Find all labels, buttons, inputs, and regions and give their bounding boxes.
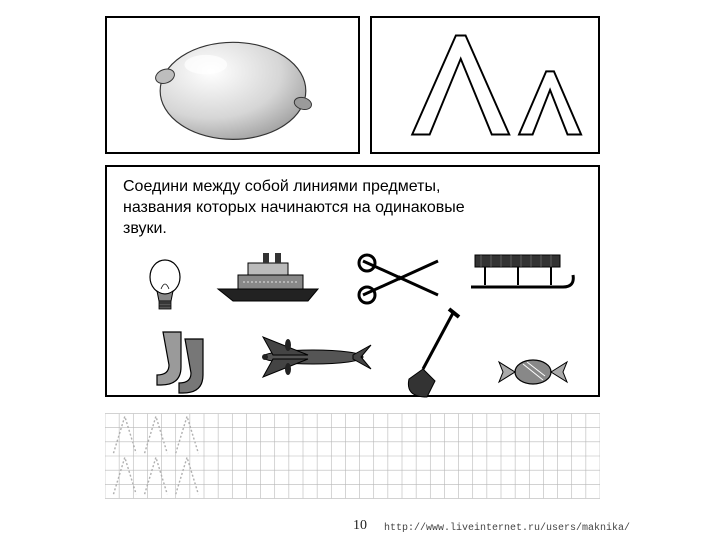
airplane-icon: [253, 327, 373, 387]
item-candy: [493, 352, 573, 392]
item-airplane: [253, 327, 373, 387]
item-sled: [463, 247, 578, 297]
item-scissors: [353, 253, 448, 308]
instruction-line-3: звуки.: [123, 220, 167, 237]
instruction-line-1: Соедини между собой линиями предметы,: [123, 178, 440, 195]
scissors-icon: [353, 253, 448, 308]
letter-outlines: [372, 18, 598, 152]
panel-illustration: [105, 16, 360, 154]
item-lightbulb: [145, 259, 185, 314]
boots-icon: [151, 327, 221, 397]
ship-icon: [213, 249, 323, 304]
lightbulb-icon: [145, 259, 185, 314]
task-items-area: [123, 247, 582, 407]
writing-grid: [105, 410, 600, 502]
candy-icon: [493, 352, 573, 392]
writing-grid-panel: [105, 410, 600, 502]
panel-letters: [370, 16, 600, 154]
task-panel: Соедини между собой линиями предметы, на…: [105, 165, 600, 397]
item-boots: [151, 327, 221, 397]
instruction-line-2: названия которых начинаются на одинаковы…: [123, 199, 465, 216]
worksheet-page: Соедини между собой линиями предметы, на…: [0, 0, 720, 540]
item-shovel: [405, 307, 467, 402]
sled-icon: [463, 247, 578, 297]
shovel-icon: [405, 307, 467, 402]
watermark-url: http://www.liveinternet.ru/users/maknika…: [384, 523, 630, 534]
item-ship: [213, 249, 323, 304]
lemon-illustration: [107, 18, 358, 152]
